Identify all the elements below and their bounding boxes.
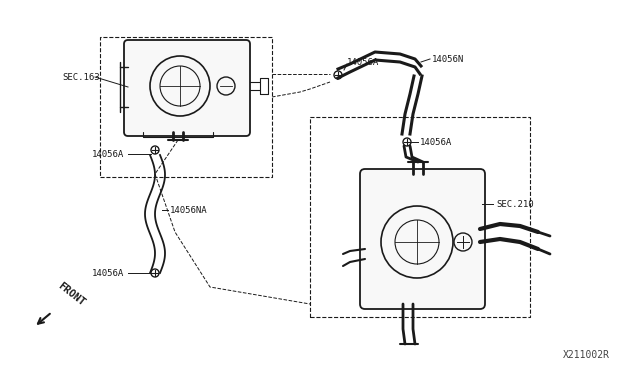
Text: 14056N: 14056N xyxy=(432,55,464,64)
FancyBboxPatch shape xyxy=(360,169,485,309)
Text: 14056A: 14056A xyxy=(92,150,124,158)
Text: 14056A: 14056A xyxy=(92,269,124,278)
FancyBboxPatch shape xyxy=(124,40,250,136)
Text: 14056NA: 14056NA xyxy=(170,205,207,215)
Text: 14056A: 14056A xyxy=(420,138,452,147)
Text: 14056A: 14056A xyxy=(347,58,380,67)
Text: X211002R: X211002R xyxy=(563,350,610,360)
Text: SEC.163: SEC.163 xyxy=(62,73,100,81)
Text: SEC.210: SEC.210 xyxy=(496,199,534,208)
Text: FRONT: FRONT xyxy=(56,281,87,308)
